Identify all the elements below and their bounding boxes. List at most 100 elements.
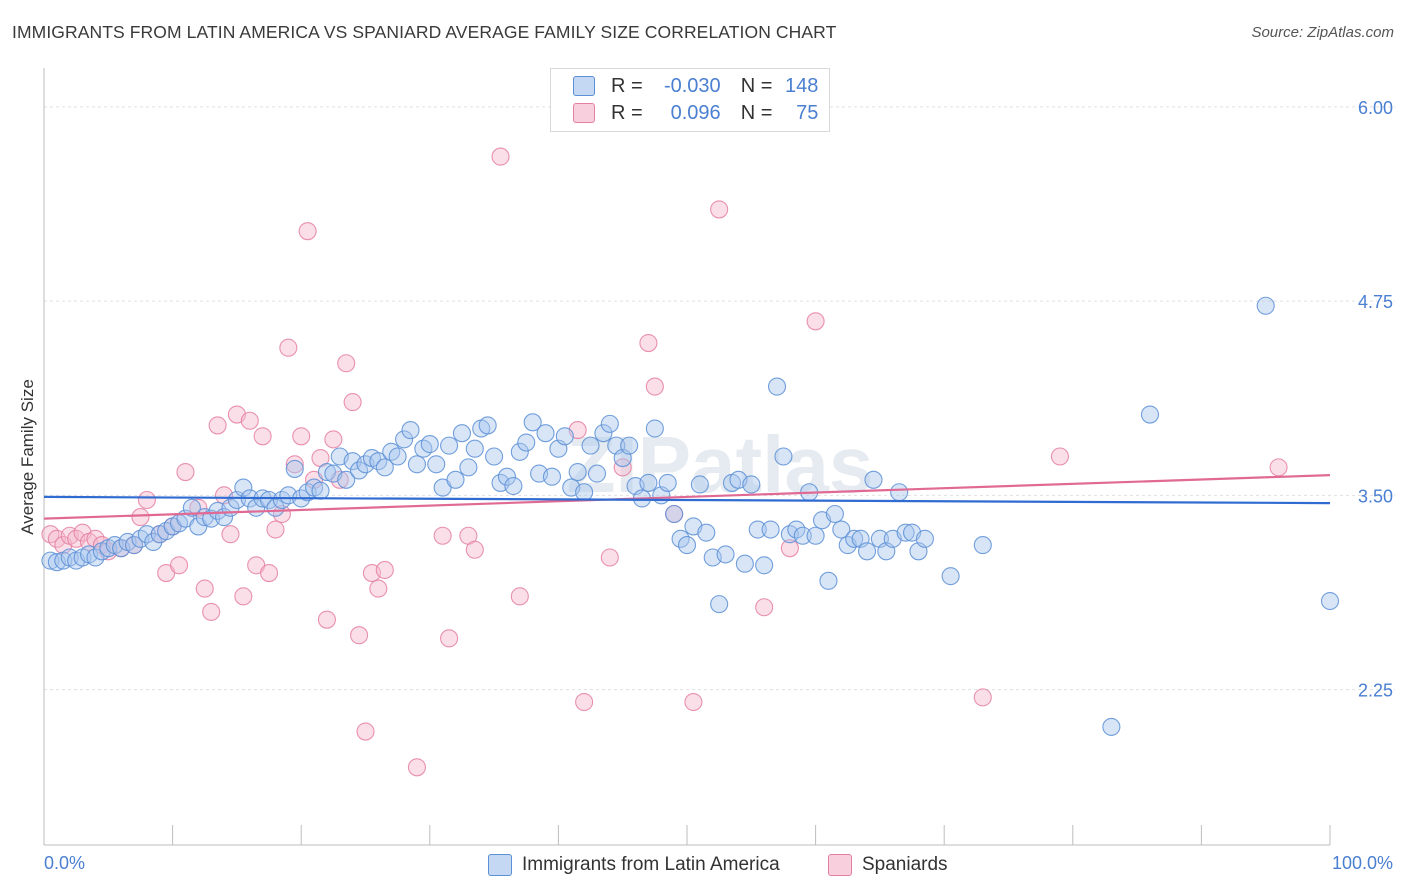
latin-america-point <box>793 526 812 545</box>
r-value: -0.030 <box>663 74 721 97</box>
r-value: 0.096 <box>670 101 721 124</box>
spaniards-point <box>1050 447 1069 466</box>
latin-america-point <box>587 464 607 483</box>
latin-america-point <box>440 436 459 455</box>
latin-america-point <box>568 462 587 482</box>
spaniards-point <box>292 427 311 446</box>
latin-america-point <box>504 476 523 496</box>
latin-america-point <box>594 424 613 443</box>
latin-america-point <box>915 529 934 548</box>
latin-america-point <box>690 475 709 494</box>
latin-america-point <box>973 536 992 555</box>
n-value: 75 <box>796 101 819 124</box>
latin-america-point <box>806 526 825 545</box>
spaniards-point <box>375 560 394 579</box>
trend-lines <box>43 474 1331 520</box>
spaniards-point <box>253 427 272 446</box>
latin-america-point <box>890 483 909 502</box>
latin-america-point <box>407 455 426 474</box>
spaniards-swatch <box>573 103 595 123</box>
spaniards-point <box>350 626 369 645</box>
latin-america-point <box>845 529 864 548</box>
latin-america-point <box>395 430 414 449</box>
latin-america-point <box>555 427 574 446</box>
latin-america-point <box>697 523 716 542</box>
latin-america-point <box>536 424 555 443</box>
n-label: N = <box>740 101 773 124</box>
spaniards-point <box>780 539 799 558</box>
latin-america-point <box>896 523 915 542</box>
spaniards-point <box>240 411 259 430</box>
r-label: R = <box>611 101 643 124</box>
latin-america-point <box>645 419 664 438</box>
source-label: Source: ZipAtlas.com <box>1251 24 1394 41</box>
y-tick-label: 2.25 <box>1358 681 1393 701</box>
spaniards-point <box>259 563 279 583</box>
spaniards-point <box>973 688 992 707</box>
y-tick-labels: 2.25 3.50 4.75 6.00 <box>1358 98 1393 701</box>
latin-america-point <box>716 545 735 564</box>
latin-america-point <box>452 424 472 443</box>
spaniards-point <box>343 393 362 412</box>
y-tick-label: 6.00 <box>1358 98 1393 118</box>
stats-legend: R = -0.030 N = 148 R = 0.096 N = 75 <box>550 68 830 132</box>
spaniards-point <box>645 377 664 396</box>
latin-america-point <box>639 473 658 492</box>
spaniards-point <box>806 312 825 331</box>
latin-america-point <box>819 571 838 590</box>
spaniards-point <box>710 200 729 219</box>
latin-america-point <box>388 447 407 466</box>
latin-america-point <box>1140 405 1160 424</box>
latin-america-point <box>478 416 497 435</box>
latin-america-point <box>767 377 787 396</box>
latin-america-swatch <box>573 76 595 96</box>
y-axis-label: Average Family Size <box>18 379 37 535</box>
legend-item-latin-america[interactable]: Immigrants from Latin America <box>488 852 780 878</box>
latin-america-point <box>459 458 478 477</box>
spaniards-point <box>317 610 336 629</box>
spaniards-point <box>639 334 658 353</box>
latin-america-points <box>41 296 1340 736</box>
latin-america-point <box>710 595 729 614</box>
latin-america-point <box>1320 591 1340 611</box>
latin-america-point <box>517 433 536 452</box>
stats-row-latin-america: R = -0.030 N = 148 <box>573 73 818 99</box>
latin-america-point <box>761 520 780 539</box>
latin-america-point <box>427 455 446 474</box>
latin-america-point <box>774 447 793 466</box>
spaniards-point <box>1269 458 1288 477</box>
spaniards-point <box>189 498 208 517</box>
latin-america-point <box>272 490 291 510</box>
latin-america-point <box>41 551 60 570</box>
latin-america-point <box>941 567 960 586</box>
spaniards-point <box>510 587 529 606</box>
latin-america-point <box>375 458 394 477</box>
spaniards-point <box>266 520 285 539</box>
legend-label: Spaniards <box>862 854 948 875</box>
spaniards-legend-swatch <box>828 854 852 876</box>
spaniards-points <box>41 147 1288 777</box>
latin-america-point <box>600 414 619 433</box>
spaniards-point <box>407 758 426 777</box>
spaniards-point <box>356 722 375 741</box>
spaniards-point <box>369 579 388 598</box>
latin-america-point <box>620 436 639 455</box>
spaniards-point <box>465 540 484 559</box>
latin-america-point <box>575 483 594 502</box>
latin-america-point <box>825 504 844 524</box>
r-label: R = <box>611 74 643 97</box>
latin-america-point <box>665 504 684 524</box>
latin-america-point <box>182 498 201 517</box>
spaniards-point <box>285 455 304 474</box>
n-label: N = <box>740 74 773 97</box>
latin-america-point <box>337 470 356 489</box>
latin-america-point <box>420 435 439 454</box>
latin-america-point <box>658 473 677 492</box>
latin-america-point <box>742 475 761 494</box>
legend-label: Immigrants from Latin America <box>522 854 780 875</box>
y-tick-label: 4.75 <box>1358 292 1393 312</box>
x-tick-label-max: 100.0% <box>1332 853 1393 873</box>
latin-america-point <box>542 467 562 486</box>
legend-item-spaniards[interactable]: Spaniards <box>828 852 948 878</box>
